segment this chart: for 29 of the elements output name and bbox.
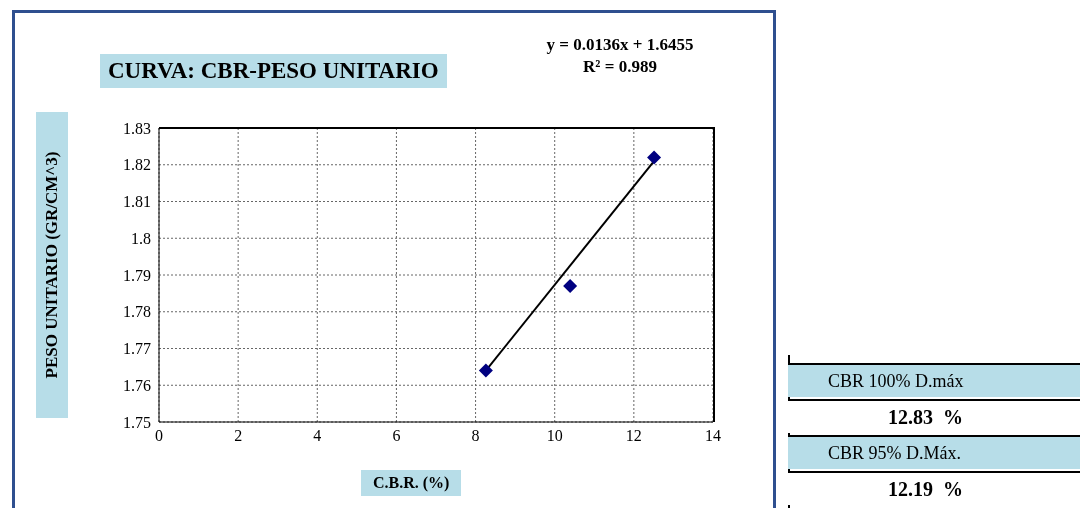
y-tick-label: 1.8 bbox=[131, 229, 151, 247]
x-tick-label: 4 bbox=[313, 427, 322, 445]
y-tick-label: 1.77 bbox=[123, 340, 151, 358]
point bbox=[563, 279, 578, 294]
text: CBR 95% D.Máx. bbox=[788, 435, 1080, 469]
text: 12.19 % bbox=[788, 471, 1080, 505]
x-tick-label: 14 bbox=[705, 427, 721, 445]
x-tick-label: 0 bbox=[155, 427, 163, 445]
text: 12.83 % bbox=[788, 399, 1080, 433]
y-axis-title: PESO UNITARIO (GR/CM^3) bbox=[42, 151, 62, 379]
y-tick-label: 1.78 bbox=[123, 303, 151, 321]
x-tick-label: 6 bbox=[392, 427, 401, 445]
y-tick-label: 1.75 bbox=[123, 413, 151, 431]
x-tick-label: 2 bbox=[234, 427, 243, 445]
text: R² = 0.989 bbox=[582, 56, 658, 78]
x-tick-label: 10 bbox=[546, 427, 563, 445]
y-tick-label: 1.81 bbox=[123, 193, 151, 211]
x-tick-label: 8 bbox=[471, 427, 480, 445]
text: y = 0.0136x + 1.6455 bbox=[545, 34, 695, 56]
x-axis-title: C.B.R. (%) bbox=[361, 470, 462, 496]
x-tick-label: 12 bbox=[625, 427, 642, 445]
chart-title: CURVA: CBR-PESO UNITARIO bbox=[100, 54, 447, 88]
point bbox=[647, 150, 662, 165]
y-tick-label: 1.79 bbox=[123, 266, 151, 284]
point bbox=[478, 363, 493, 378]
y-tick-label: 1.83 bbox=[123, 119, 151, 137]
y-tick-label: 1.76 bbox=[123, 376, 151, 394]
y-tick-label: 1.82 bbox=[123, 156, 151, 174]
text: CBR 100% D.máx bbox=[788, 363, 1080, 397]
